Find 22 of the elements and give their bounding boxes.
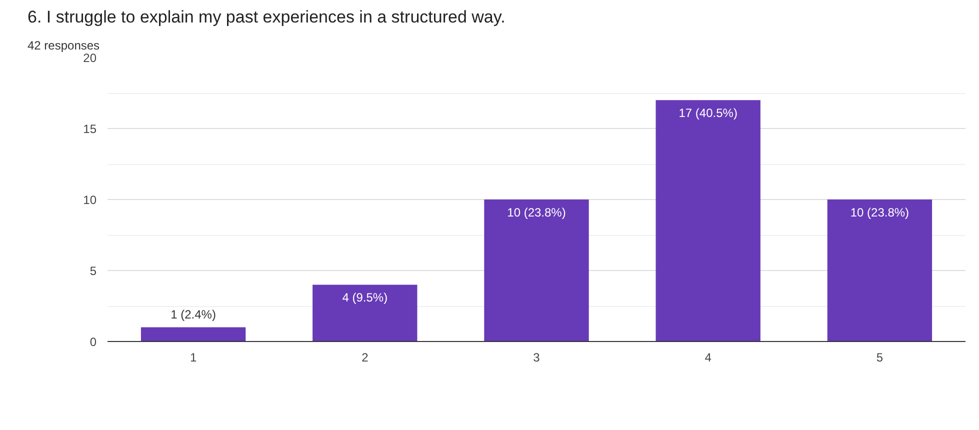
x-tick-label: 4 xyxy=(704,350,712,364)
data-label: 10 (23.8%) xyxy=(850,206,910,220)
x-tick-label: 3 xyxy=(533,350,540,364)
y-tick-label: 10 xyxy=(83,193,97,207)
data-label: 17 (40.5%) xyxy=(678,106,738,120)
bar xyxy=(312,284,418,342)
chart-title: 6. I struggle to explain my past experiences in a structured way. xyxy=(28,8,506,26)
x-tick-label: 2 xyxy=(362,350,369,364)
bar xyxy=(656,100,760,342)
data-label: 4 (9.5%) xyxy=(342,290,388,305)
y-tick-label: 5 xyxy=(90,264,97,278)
data-label: 1 (2.4%) xyxy=(170,307,216,322)
bar xyxy=(827,200,932,342)
y-tick-label: 0 xyxy=(90,335,97,349)
bar xyxy=(484,200,589,342)
data-label: 10 (23.8%) xyxy=(507,206,566,220)
y-tick-label: 20 xyxy=(83,51,97,65)
x-tick-label: 1 xyxy=(190,350,197,364)
chart-subtitle: 42 responses xyxy=(28,38,100,52)
bar xyxy=(140,327,246,342)
y-tick-label: 15 xyxy=(83,122,97,136)
x-tick-label: 5 xyxy=(876,350,884,364)
